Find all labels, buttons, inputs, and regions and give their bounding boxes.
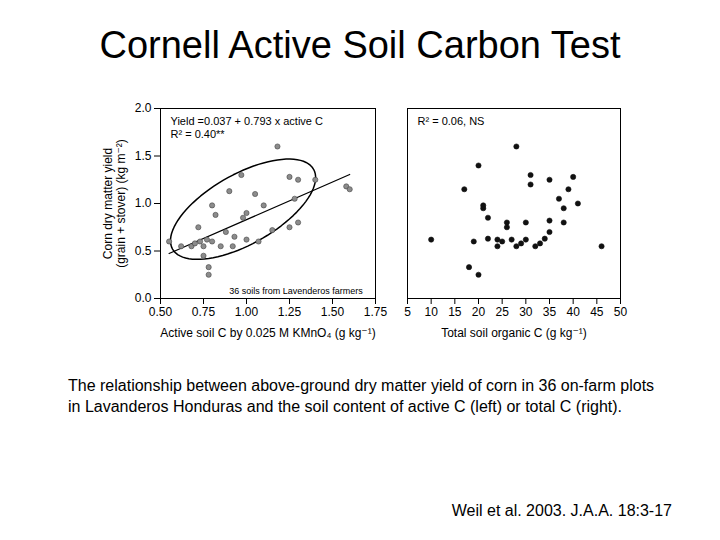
- svg-text:2.0: 2.0: [135, 101, 152, 115]
- svg-text:10: 10: [424, 305, 438, 319]
- svg-text:Total soil organic C (g kg⁻¹): Total soil organic C (g kg⁻¹): [441, 326, 587, 340]
- svg-text:25: 25: [495, 305, 509, 319]
- svg-text:5: 5: [404, 305, 411, 319]
- svg-text:Active soil C by 0.025 M KMnO₄: Active soil C by 0.025 M KMnO₄ (g kg⁻¹): [160, 326, 375, 340]
- svg-text:36 soils from Lavenderos farme: 36 soils from Lavenderos farmers: [229, 286, 363, 296]
- svg-text:1.75: 1.75: [364, 305, 388, 319]
- html-text:The relationship between above: The relationship between above-ground dr…: [68, 377, 655, 415]
- html-text:Weil et al. 2003. J.A.A. 18:3-: Weil et al. 2003. J.A.A. 18:3-17: [451, 502, 672, 519]
- svg-text:0.75: 0.75: [192, 305, 216, 319]
- svg-text:1.0: 1.0: [135, 196, 152, 210]
- html-text:Cornell Active Soil Carbon Tes: Cornell Active Soil Carbon Test: [99, 24, 621, 66]
- svg-text:0.5: 0.5: [135, 244, 152, 258]
- svg-text:15: 15: [448, 305, 462, 319]
- svg-text:1.25: 1.25: [278, 305, 302, 319]
- svg-text:Corn dry matter yield(grain +: Corn dry matter yield(grain + stover) (k…: [101, 139, 128, 268]
- svg-text:1.5: 1.5: [135, 149, 152, 163]
- svg-text:20: 20: [472, 305, 486, 319]
- svg-text:1.00: 1.00: [235, 305, 259, 319]
- svg-text:R² = 0.06, NS: R² = 0.06, NS: [418, 115, 485, 127]
- svg-text:50: 50: [614, 305, 628, 319]
- svg-text:1.50: 1.50: [321, 305, 345, 319]
- svg-text:Yield =0.037 + 0.793 x active: Yield =0.037 + 0.793 x active CR² = 0.40…: [171, 115, 324, 140]
- svg-text:40: 40: [566, 305, 580, 319]
- svg-text:30: 30: [519, 305, 533, 319]
- svg-text:0.50: 0.50: [149, 305, 173, 319]
- svg-text:35: 35: [543, 305, 557, 319]
- svg-text:45: 45: [590, 305, 604, 319]
- svg-text:0.0: 0.0: [135, 291, 152, 305]
